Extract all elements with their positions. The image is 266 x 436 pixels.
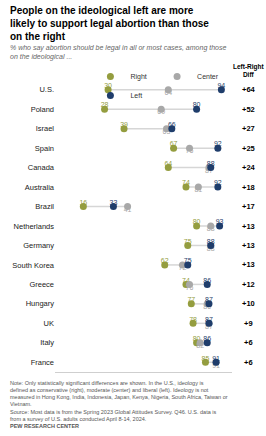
svg-text:80: 80 [193,101,201,108]
svg-text:+13: +13 [242,260,255,269]
svg-text:+10: +10 [242,299,255,308]
svg-text:U.S.: U.S. [39,85,54,94]
svg-text:93: 93 [216,218,224,225]
svg-text:Note: Only statistically signi: Note: Only statistically significant dif… [10,380,228,429]
svg-text:78: 78 [189,316,197,323]
svg-text:+9: +9 [244,319,253,328]
svg-text:74: 74 [182,179,190,186]
svg-text:87: 87 [205,296,213,303]
svg-text:92: 92 [214,179,222,186]
svg-text:64: 64 [164,89,172,96]
svg-text:Germany: Germany [23,241,54,250]
svg-text:UK: UK [44,319,54,328]
svg-text:88: 88 [207,160,215,167]
svg-text:+6: +6 [244,338,253,347]
svg-text:92: 92 [214,140,222,147]
svg-text:France: France [31,358,54,367]
svg-text:76: 76 [186,284,194,291]
svg-text:76: 76 [186,147,194,154]
svg-text:75: 75 [184,257,192,264]
svg-text:60: 60 [157,108,165,115]
svg-text:Canada: Canada [28,163,55,172]
svg-text:Netherlands: Netherlands [14,222,55,231]
svg-text:86: 86 [203,335,211,342]
svg-text:+18: +18 [242,183,255,192]
svg-text:63: 63 [163,128,171,135]
svg-text:% who say abortion should be l: % who say abortion should be legal in al… [10,44,226,61]
svg-text:+6: +6 [244,358,253,367]
svg-text:41: 41 [124,206,132,213]
svg-text:91: 91 [212,355,220,362]
svg-text:82: 82 [196,342,204,349]
svg-text:Italy: Italy [40,338,54,347]
svg-text:86: 86 [203,303,211,310]
svg-text:28: 28 [101,101,109,108]
svg-text:+25: +25 [242,144,255,153]
svg-text:Greece: Greece [29,280,54,289]
svg-text:80: 80 [193,335,201,342]
svg-text:South Korea: South Korea [12,261,55,270]
svg-text:81: 81 [194,186,202,193]
svg-text:77: 77 [187,296,195,303]
svg-text:67: 67 [170,140,178,147]
svg-text:+52: +52 [242,105,255,114]
svg-text:85: 85 [202,355,210,362]
svg-text:75: 75 [184,238,192,245]
svg-text:87: 87 [205,323,213,330]
svg-text:88: 88 [207,245,215,252]
svg-text:Israel: Israel [36,124,55,133]
svg-text:39: 39 [120,121,128,128]
svg-text:+17: +17 [242,202,255,211]
svg-text:91: 91 [212,362,220,369]
svg-text:64: 64 [164,160,172,167]
svg-text:30: 30 [104,82,112,89]
svg-text:Australia: Australia [25,183,55,192]
svg-text:Brazil: Brazil [35,202,54,211]
svg-text:+27: +27 [242,124,255,133]
svg-text:Right: Right [130,73,146,81]
svg-text:62: 62 [161,257,169,264]
svg-text:86: 86 [203,277,211,284]
svg-text:+12: +12 [242,280,255,289]
svg-text:+13: +13 [242,241,255,250]
svg-text:87: 87 [205,316,213,323]
svg-text:16: 16 [79,199,87,206]
svg-text:+13: +13 [242,222,255,231]
svg-text:Spain: Spain [35,144,54,153]
svg-text:94: 94 [217,82,225,89]
svg-text:88: 88 [207,238,215,245]
svg-text:People on the ideological left: People on the ideological left are morel… [10,5,209,42]
svg-text:Center: Center [197,73,219,80]
svg-text:Left-RightDiff: Left-RightDiff [233,63,265,78]
svg-text:Hungary: Hungary [26,299,55,308]
svg-text:66: 66 [168,121,176,128]
svg-text:Left: Left [130,92,142,99]
svg-text:88: 88 [207,225,215,232]
svg-text:Poland: Poland [31,105,54,114]
svg-text:80: 80 [193,218,201,225]
svg-text:+64: +64 [242,85,256,94]
svg-text:72: 72 [179,264,187,271]
svg-text:33: 33 [110,199,118,206]
svg-text:74: 74 [182,277,190,284]
svg-text:87: 87 [205,167,213,174]
svg-text:+24: +24 [242,163,256,172]
